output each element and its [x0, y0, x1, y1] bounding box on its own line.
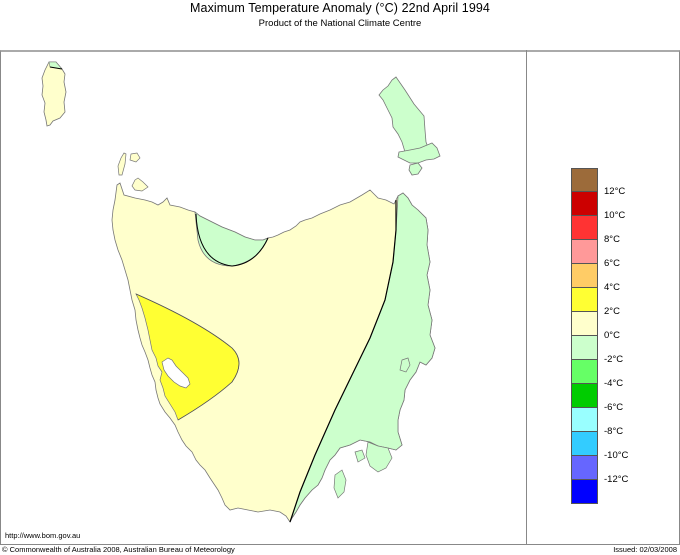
- source-url-link[interactable]: http://www.bom.gov.au: [5, 531, 81, 540]
- legend-label-2: 2°C: [604, 306, 620, 317]
- legend-divider: [526, 50, 527, 544]
- contour-line-north: [195, 213, 269, 267]
- legend-swatch-light-green: [571, 360, 598, 384]
- legend-label-minus-10: -10°C: [604, 450, 629, 461]
- legend-swatch-pale-green: [571, 336, 598, 360]
- flinders-island-group: [378, 76, 441, 176]
- map-title: Maximum Temperature Anomaly (°C) 22nd Ap…: [190, 1, 490, 15]
- legend-label-minus-4: -4°C: [604, 378, 624, 389]
- legend-label-8: 8°C: [604, 234, 620, 245]
- issued-date: Issued: 02/03/2008: [613, 545, 677, 554]
- legend-swatch-dark-red: [571, 192, 598, 216]
- legend-label-0: 0°C: [604, 330, 620, 341]
- legend-swatch-orange: [571, 264, 598, 288]
- legend-label-minus-6: -6°C: [604, 402, 624, 413]
- contour-line-west: [135, 293, 240, 421]
- legend-swatch-blue: [571, 480, 598, 504]
- legend-swatch-cyan: [571, 432, 598, 456]
- legend-swatch-pale-cyan: [571, 408, 598, 432]
- legend-swatch-periwinkle: [571, 456, 598, 480]
- legend-label-12: 12°C: [604, 186, 626, 197]
- legend-swatch-brown: [571, 168, 598, 192]
- legend-swatch-pink: [571, 240, 598, 264]
- legend-label-minus-2: -2°C: [604, 354, 624, 365]
- legend-label-4: 4°C: [604, 282, 620, 293]
- legend-label-6: 6°C: [604, 258, 620, 269]
- king-island: [41, 61, 67, 127]
- map-subtitle: Product of the National Climate Centre: [258, 18, 422, 29]
- legend-label-10: 10°C: [604, 210, 626, 221]
- copyright-notice: © Commonwealth of Australia 2008, Austra…: [2, 545, 235, 554]
- legend-swatch-green: [571, 384, 598, 408]
- northwest-islets: [117, 152, 149, 192]
- contour-line-east: [289, 200, 397, 523]
- legend-swatch-yellow: [571, 288, 598, 312]
- macquarie-harbour: [161, 357, 191, 389]
- legend-label-minus-8: -8°C: [604, 426, 624, 437]
- legend-swatch-pale-yellow: [571, 312, 598, 336]
- legend-label-minus-12: -12°C: [604, 474, 629, 485]
- legend-color-bar: [571, 168, 598, 504]
- legend-swatch-red: [571, 216, 598, 240]
- southeast-islands: [333, 357, 411, 499]
